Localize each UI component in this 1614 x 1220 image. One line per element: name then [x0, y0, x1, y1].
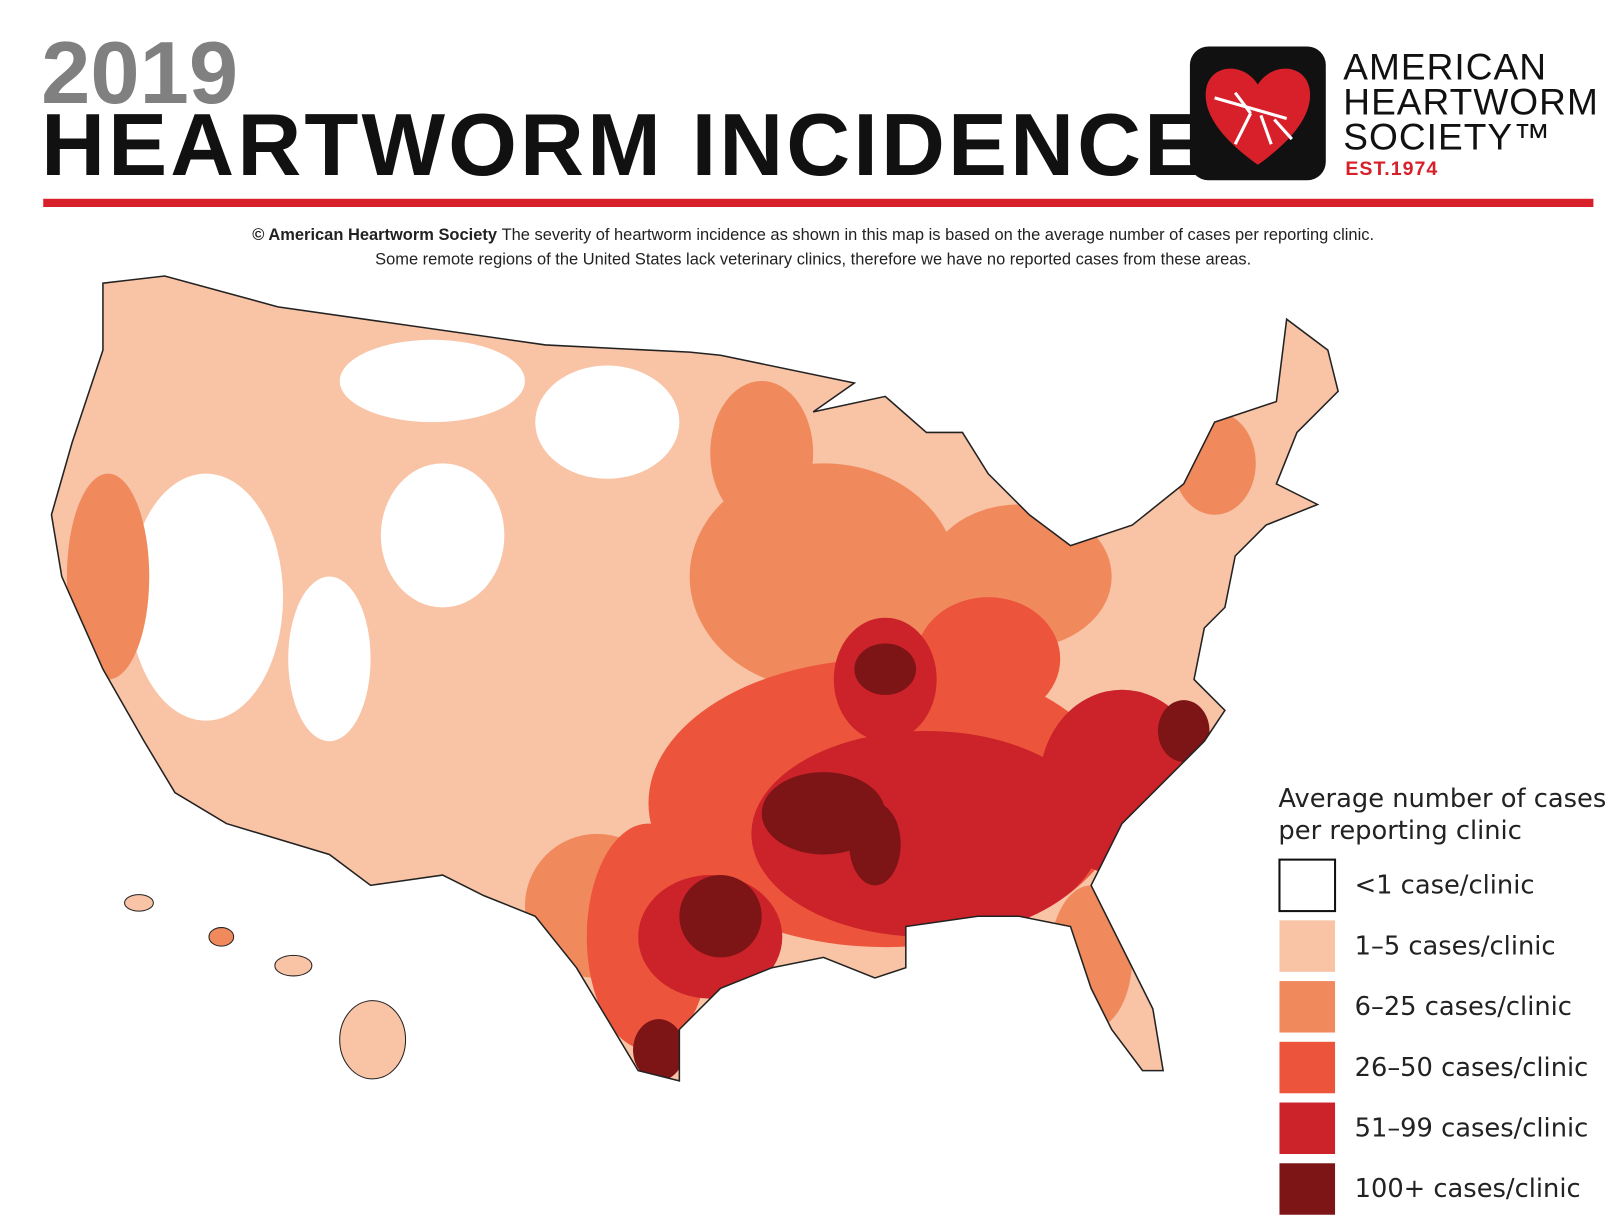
region: [633, 1019, 685, 1081]
hawaii-island: [208, 927, 235, 947]
logo-line: HEARTWORM: [1343, 80, 1599, 122]
logo-line: SOCIETY™: [1343, 115, 1551, 157]
caption: © American Heartworm Society The severit…: [252, 226, 1374, 244]
hawaii-island: [274, 954, 313, 977]
legend-swatch: [1279, 1041, 1336, 1094]
legend-swatch: [1279, 920, 1336, 972]
title-rule: [43, 198, 1594, 208]
legend-label: 1–5 cases/clinic: [1355, 931, 1556, 961]
region: [849, 803, 901, 886]
logo-mosquito: [1214, 91, 1293, 145]
region: [339, 339, 525, 423]
hawaii-island: [339, 1000, 407, 1080]
legend-label: 26–50 cases/clinic: [1355, 1053, 1589, 1083]
region: [710, 380, 814, 526]
region: [128, 473, 284, 721]
caption-source: © American Heartworm Society: [252, 226, 498, 244]
legend-title: per reporting clinic: [1278, 816, 1521, 846]
region: [288, 576, 371, 742]
logo-est: EST.1974: [1345, 158, 1438, 180]
region: [1158, 700, 1210, 762]
legend-label: 6–25 cases/clinic: [1355, 992, 1572, 1022]
region: [1049, 885, 1133, 1030]
legend-label: <1 case/clinic: [1355, 871, 1535, 901]
legend-title: Average number of cases: [1278, 784, 1606, 814]
legend-label: 51–99 cases/clinic: [1355, 1114, 1589, 1144]
region: [854, 643, 917, 695]
logo-heart: [1205, 68, 1311, 165]
map-regions: [66, 339, 1256, 1081]
legend-swatch: [1279, 1102, 1336, 1155]
region: [535, 365, 680, 479]
caption-text: The severity of heartworm incidence as s…: [502, 226, 1374, 244]
year: 2019: [41, 23, 238, 122]
legend-swatch: [1279, 1163, 1336, 1215]
region: [66, 473, 150, 680]
legend-label: 100+ cases/clinic: [1355, 1174, 1581, 1204]
title: HEARTWORM INCIDENCE: [41, 95, 1206, 194]
region: [380, 463, 505, 608]
region: [679, 875, 762, 958]
legend-swatch: [1279, 981, 1336, 1033]
logo-line: AMERICAN: [1343, 45, 1547, 87]
legend-swatch: [1278, 858, 1337, 913]
hawaii-island: [124, 894, 154, 912]
caption-text: Some remote regions of the United States…: [375, 251, 1251, 269]
map: [50, 275, 1339, 1082]
region: [1173, 411, 1256, 515]
region: [916, 597, 1061, 721]
